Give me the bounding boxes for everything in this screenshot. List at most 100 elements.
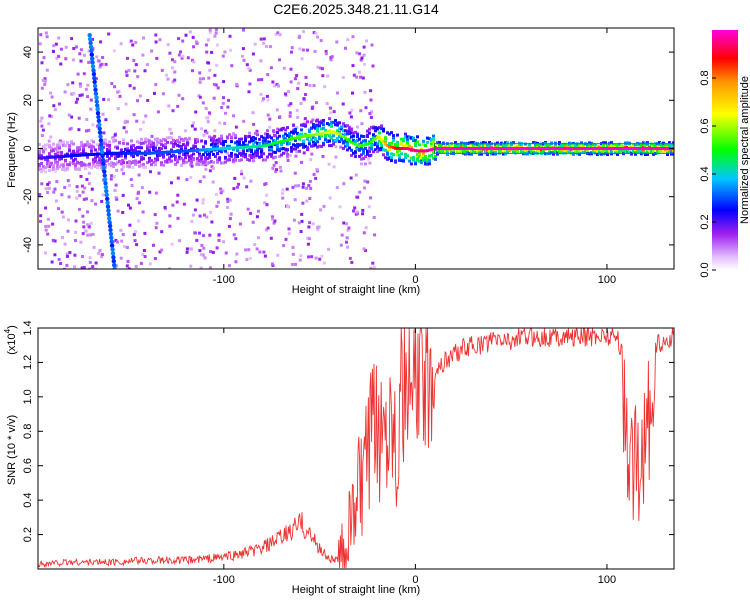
spectrogram-band-cell	[202, 153, 205, 157]
spectrogram-noise-cell	[168, 224, 172, 228]
spectrogram-noise-cell	[217, 233, 221, 237]
spectrogram-noise-cell	[358, 52, 362, 56]
spectrogram-band-cell	[246, 143, 249, 147]
spectrogram-band-cell	[376, 127, 379, 131]
spectrogram-band-cell	[210, 143, 213, 147]
spectrogram-noise-cell	[210, 220, 214, 224]
spectrogram-band-cell	[376, 150, 379, 154]
spectrogram-band-cell	[104, 138, 107, 142]
spectrogram-noise-cell	[223, 50, 227, 54]
spectrogram-noise-cell	[143, 231, 147, 235]
spectrogram-band-cell	[606, 153, 609, 156]
spectrogram-band-cell	[134, 159, 137, 163]
spectrogram-band-cell	[198, 161, 201, 165]
spectrogram-band-cell	[200, 162, 203, 166]
spectrogram-band-cell	[212, 145, 215, 149]
spectrogram-noise-cell	[141, 53, 145, 57]
spectrogram-band-cell	[376, 146, 379, 150]
spectrogram-band-cell	[136, 140, 139, 144]
spectrogram-noise-cell	[65, 252, 69, 256]
spectrogram-band-core	[586, 147, 589, 150]
spectrogram-noise-cell	[372, 265, 376, 269]
spectrogram-band-core	[416, 149, 419, 153]
spectrogram-band-cell	[266, 155, 269, 159]
spectrogram-band-cell	[98, 147, 101, 151]
spectrogram-noise-cell	[221, 54, 225, 58]
spectrogram-noise-cell	[40, 61, 44, 65]
spectrogram-noise-cell	[142, 36, 145, 40]
spectrogram-band-cell	[354, 130, 357, 134]
spectrogram-band-cell	[494, 152, 497, 156]
spectrogram-band-cell	[438, 150, 441, 154]
spectrogram-band-core	[620, 147, 623, 150]
spectrogram-noise-cell	[77, 116, 81, 120]
spectrogram-noise-cell	[346, 228, 350, 232]
spectrogram-band-cell	[598, 150, 601, 154]
spectrogram-band-cell	[302, 140, 305, 143]
spectrogram-noise-cell	[370, 110, 373, 114]
spectrogram-noise-cell	[113, 189, 117, 192]
spectrogram-streak-point	[101, 161, 106, 166]
spectrogram-noise-cell	[110, 82, 114, 85]
spectrogram-band-cell	[90, 146, 93, 150]
spectrogram-streak-point	[97, 122, 102, 128]
spectrogram-band-cell	[68, 149, 71, 152]
spectrogram-band-cell	[388, 132, 391, 136]
spectrogram-noise-cell	[219, 187, 223, 191]
spectrogram-streak-point	[90, 60, 95, 65]
spectrogram-band-cell	[240, 137, 243, 141]
spectrogram-noise-cell	[282, 66, 286, 70]
spectrogram-band-core	[254, 145, 257, 149]
spectrogram-band-cell	[534, 144, 537, 148]
spectrogram-noise-cell	[79, 240, 83, 244]
spectrogram-band-core	[78, 153, 81, 157]
spectrogram-band-cell	[558, 144, 561, 148]
spectrogram-band-cell	[106, 148, 109, 151]
spectrogram-noise-cell	[288, 111, 292, 115]
spectrogram-noise-cell	[189, 247, 193, 251]
spectrogram-noise-cell	[206, 120, 210, 124]
spectrogram-band-cell	[304, 145, 307, 149]
spectrogram-band-core	[520, 147, 523, 150]
spectrogram-band-cell	[658, 149, 661, 153]
spectrogram-noise-cell	[341, 76, 345, 79]
spectrogram-band-cell	[426, 158, 429, 162]
spectrogram-band-cell	[272, 156, 275, 160]
spectrogram-band-cell	[270, 144, 273, 148]
spectrogram-noise-cell	[86, 210, 89, 214]
spectrogram-band-cell	[406, 144, 409, 148]
spectrogram-band-cell	[308, 128, 311, 132]
spectrogram-noise-cell	[78, 93, 82, 97]
spectrogram-band-cell	[128, 161, 131, 165]
spectrogram-noise-cell	[350, 108, 354, 112]
spectrogram-band-cell	[210, 136, 213, 140]
spectrogram-noise-cell	[160, 230, 164, 234]
spectrogram-band-cell	[40, 170, 43, 174]
spectrogram-band-core	[524, 147, 527, 150]
spectrogram-band-cell	[290, 149, 293, 153]
spectrogram-noise-cell	[264, 228, 268, 232]
spectrogram-band-cell	[522, 150, 525, 154]
spectrogram-band-cell	[652, 143, 655, 147]
spectrogram-band-core	[472, 147, 475, 150]
spectrogram-band-cell	[118, 154, 121, 158]
spectrogram-band-cell	[72, 159, 75, 162]
spectrogram-noise-cell	[76, 72, 80, 76]
spectrogram-band-core	[552, 147, 555, 150]
spectrogram-band-cell	[160, 143, 163, 147]
spectrogram-band-cell	[624, 141, 627, 145]
spectrogram-band-core	[592, 147, 595, 150]
spectrogram-band-cell	[130, 139, 133, 143]
spectrogram-noise-cell	[140, 186, 144, 190]
spectrogram-band-cell	[250, 139, 253, 143]
spectrogram-band-cell	[552, 149, 555, 153]
spectrogram-band-cell	[68, 144, 71, 148]
spectrogram-noise-cell	[198, 214, 202, 218]
spectrogram-noise-cell	[248, 153, 252, 157]
spectrogram-noise-cell	[178, 239, 181, 243]
spectrogram-noise-cell	[240, 169, 243, 173]
spectrogram-noise-cell	[268, 45, 272, 49]
spectrogram-band-cell	[140, 157, 143, 161]
spectrogram-noise-cell	[371, 261, 375, 265]
spectrogram-band-core	[270, 142, 273, 146]
